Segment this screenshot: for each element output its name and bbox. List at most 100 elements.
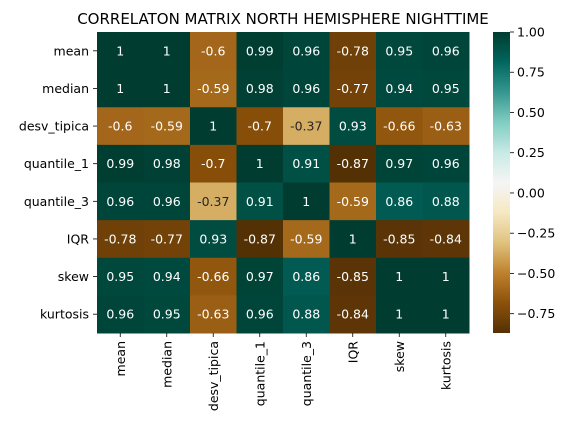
cell-value-label: -0.87 [244,231,276,246]
cell-value-label: -0.66 [197,269,229,284]
row-label: quantile_1 [24,156,89,171]
cell-value-label: 0.95 [153,307,181,322]
cell-value-label: 1 [116,43,124,58]
cell-value-label: -0.78 [104,231,136,246]
column-label: IQR [345,341,360,364]
cell-value-label: 0.96 [153,194,181,209]
heatmap-cell [283,257,330,296]
cell-value-label: 1 [163,43,171,58]
cell-value-label: -0.77 [337,81,369,96]
heatmap-cell [236,144,284,183]
cell-value-label: -0.7 [248,119,272,134]
cell-value-label: 0.97 [385,156,413,171]
cell-value-label: -0.78 [337,43,369,58]
cell-value-label: 0.98 [153,156,181,171]
cell-value-label: 0.95 [385,43,413,58]
cell-value-label: -0.63 [197,307,229,322]
colorbar-gradient [493,32,510,333]
heatmap-cell [376,69,423,108]
cell-value-label: -0.59 [151,119,183,134]
colorbar-tick-label: −0.50 [517,266,555,281]
cell-value-label: 0.96 [106,307,134,322]
heatmap-cell [422,182,470,221]
colorbar-tick-label: 0.00 [517,185,545,200]
cell-value-label: -0.85 [337,269,369,284]
heatmap-cell [97,144,144,183]
heatmap-cell [376,257,423,296]
column-label: kurtosis [438,341,453,390]
heatmap-cell [376,32,423,71]
cell-value-label: 0.96 [106,194,134,209]
heatmap-cell [143,107,191,146]
cell-value-label: -0.77 [151,231,183,246]
heatmap-cell [422,257,470,296]
heatmap-cell [283,107,330,146]
row-label: IQR [67,231,90,246]
heatmap-cell [97,257,144,296]
cell-value-label: 1 [163,81,171,96]
heatmap-cell [97,107,144,146]
heatmap-cell [143,182,191,221]
heatmap-cell [422,144,470,183]
heatmap-cell [97,182,144,221]
cell-value-label: -0.7 [201,156,225,171]
heatmap-cell [422,295,470,334]
cell-value-label: 0.96 [246,307,274,322]
cell-value-label: 0.91 [292,156,320,171]
cell-value-label: 0.96 [292,81,320,96]
cell-value-label: 1 [302,194,310,209]
heatmap-cell [329,257,377,296]
heatmap-cell [236,69,284,108]
heatmap-cell [97,32,144,71]
heatmap-cell [376,295,423,334]
heatmap-cell [97,69,144,108]
cell-value-label: -0.6 [201,43,225,58]
heatmap-cell [143,295,191,334]
cell-value-label: 0.98 [246,81,274,96]
cell-value-label: 0.97 [246,269,274,284]
cell-value-label: 0.94 [385,81,413,96]
cell-value-label: 0.96 [432,43,460,58]
cell-value-label: 1 [442,307,450,322]
heatmap-cell [236,257,284,296]
cell-value-label: -0.87 [337,156,369,171]
heatmap-cell [329,32,377,71]
column-labels: mean median desv_tipica quantile_1 quantile_… [113,333,453,411]
colorbar: 1.00 0.75 0.50 0.25 0.00 −0.25 −0.50 −0.75 [493,25,555,333]
cell-value-label: 1 [395,269,403,284]
heatmap-cell [143,32,191,71]
cell-value-label: 0.91 [246,194,274,209]
cell-value-label: -0.37 [197,194,229,209]
cell-value-label: -0.59 [197,81,229,96]
heatmap-cell [190,144,237,183]
heatmap-cell [236,220,284,259]
cell-value-label: -0.63 [430,119,462,134]
heatmap-cell [329,220,377,259]
heatmap-cell [329,182,377,221]
heatmap-cell [143,257,191,296]
column-label: desv_tipica [206,341,221,411]
cell-value-label: -0.6 [108,119,132,134]
row-label: quantile_3 [24,194,89,209]
heatmap-cell [283,32,330,71]
cell-value-label: 0.93 [339,119,367,134]
colorbar-tick-label: 0.75 [517,65,545,80]
column-label: median [159,341,174,388]
cell-value-label: 0.95 [432,81,460,96]
cell-value-label: 0.86 [385,194,413,209]
colorbar-tick-label: 0.50 [517,105,545,120]
colorbar-tick-label: 0.25 [517,145,545,160]
heatmap-cell [190,257,237,296]
heatmap-cell [376,107,423,146]
heatmap-cell [236,182,284,221]
cell-value-label: 1 [395,307,403,322]
column-label: quantile_1 [252,341,267,406]
heatmap-cell [236,32,284,71]
cell-value-label: -0.66 [383,119,415,134]
heatmap-cell [329,144,377,183]
row-label: kurtosis [40,307,89,322]
chart-title: CORRELATON MATRIX NORTH HEMISPHERE NIGHT… [77,10,489,28]
cell-value-label: -0.59 [337,194,369,209]
heatmap-cell [190,220,237,259]
heatmap-cell [329,107,377,146]
